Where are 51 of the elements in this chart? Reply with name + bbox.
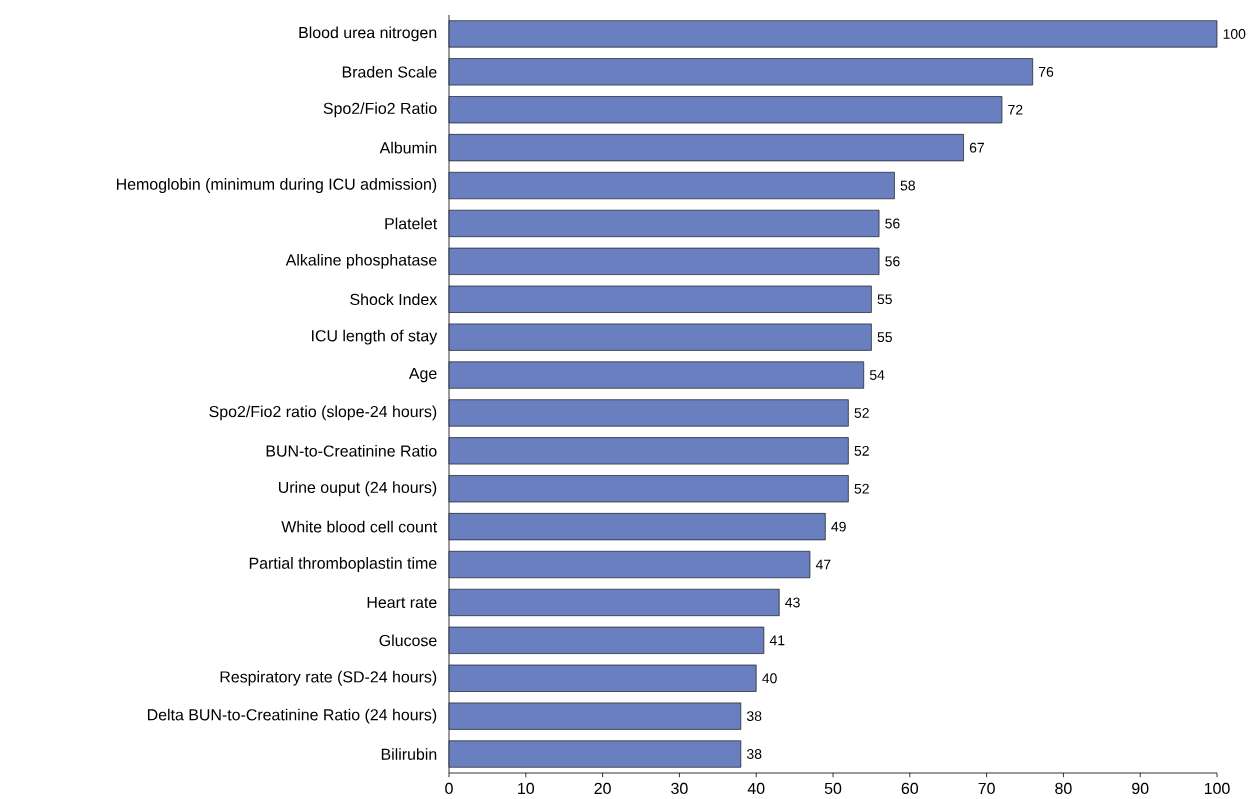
data-label: 38 <box>746 748 762 759</box>
y-tick-label: Bilirubin <box>381 748 437 760</box>
y-tick-label: Albumin <box>379 141 437 154</box>
y-tick-label: Alkaline phosphatase <box>285 253 437 269</box>
y-tick-label: Blood urea nitrogen <box>299 26 437 42</box>
y-tick-label: Age <box>408 367 437 383</box>
data-label: 67 <box>969 142 984 153</box>
data-label: 55 <box>877 332 892 342</box>
data-label: 52 <box>854 407 869 418</box>
x-tick-label: 90 <box>1132 782 1149 794</box>
data-label: 47 <box>815 559 831 570</box>
x-tick-label: 60 <box>901 782 919 794</box>
y-tick-label: Braden Scale <box>342 65 437 78</box>
data-label: 52 <box>854 483 869 494</box>
y-tick-label: Partial thromboplastin time <box>249 556 437 572</box>
y-tick-label: BUN-to-Creatinine Ratio <box>266 444 437 457</box>
y-tick-label: Glucose <box>379 634 437 647</box>
y-tick-label: Spo2/Fio2 Ratio <box>323 102 437 117</box>
y-tick-label: Spo2/Fio2 ratio (slope-24 hours) <box>209 405 437 421</box>
y-tick-label: Shock Index <box>350 293 438 305</box>
x-tick-label: 10 <box>518 782 535 794</box>
data-label: 38 <box>746 711 762 721</box>
data-label: 49 <box>831 521 846 532</box>
data-label: 43 <box>785 597 800 608</box>
data-label: 54 <box>869 370 885 380</box>
x-tick-label: 20 <box>594 782 611 794</box>
y-tick-label: ICU length of stay <box>312 329 438 345</box>
data-label: 76 <box>1039 66 1054 77</box>
y-tick-label: Hemoglobin (minimum during ICU admission) <box>116 177 437 193</box>
x-tick-label: 80 <box>1055 782 1072 794</box>
data-label: 100 <box>1223 28 1246 39</box>
y-tick-label: White blood cell count <box>281 520 438 533</box>
data-label: 55 <box>877 294 892 304</box>
data-label: 56 <box>885 218 900 229</box>
x-tick-label: 100 <box>1204 782 1230 794</box>
x-tick-label: 70 <box>978 782 995 794</box>
data-label: 52 <box>854 445 869 456</box>
x-tick-label: 30 <box>671 782 688 794</box>
data-label: 72 <box>1008 104 1023 115</box>
y-tick-label: Urine ouput (24 hours) <box>278 481 437 496</box>
y-tick-label: Delta BUN-to-Creatinine Ratio (24 hours) <box>147 708 437 724</box>
x-tick-label: 40 <box>747 782 765 794</box>
x-tick-label: 0 <box>445 782 453 794</box>
data-label: 58 <box>900 180 915 191</box>
data-label: 56 <box>885 256 900 267</box>
y-tick-label: Platelet <box>385 217 438 230</box>
y-tick-label: Heart rate <box>367 596 437 608</box>
data-label: 41 <box>769 635 785 645</box>
data-label: 40 <box>762 673 777 684</box>
x-tick-label: 50 <box>824 782 842 794</box>
y-tick-label: Respiratory rate (SD-24 hours) <box>220 670 437 686</box>
